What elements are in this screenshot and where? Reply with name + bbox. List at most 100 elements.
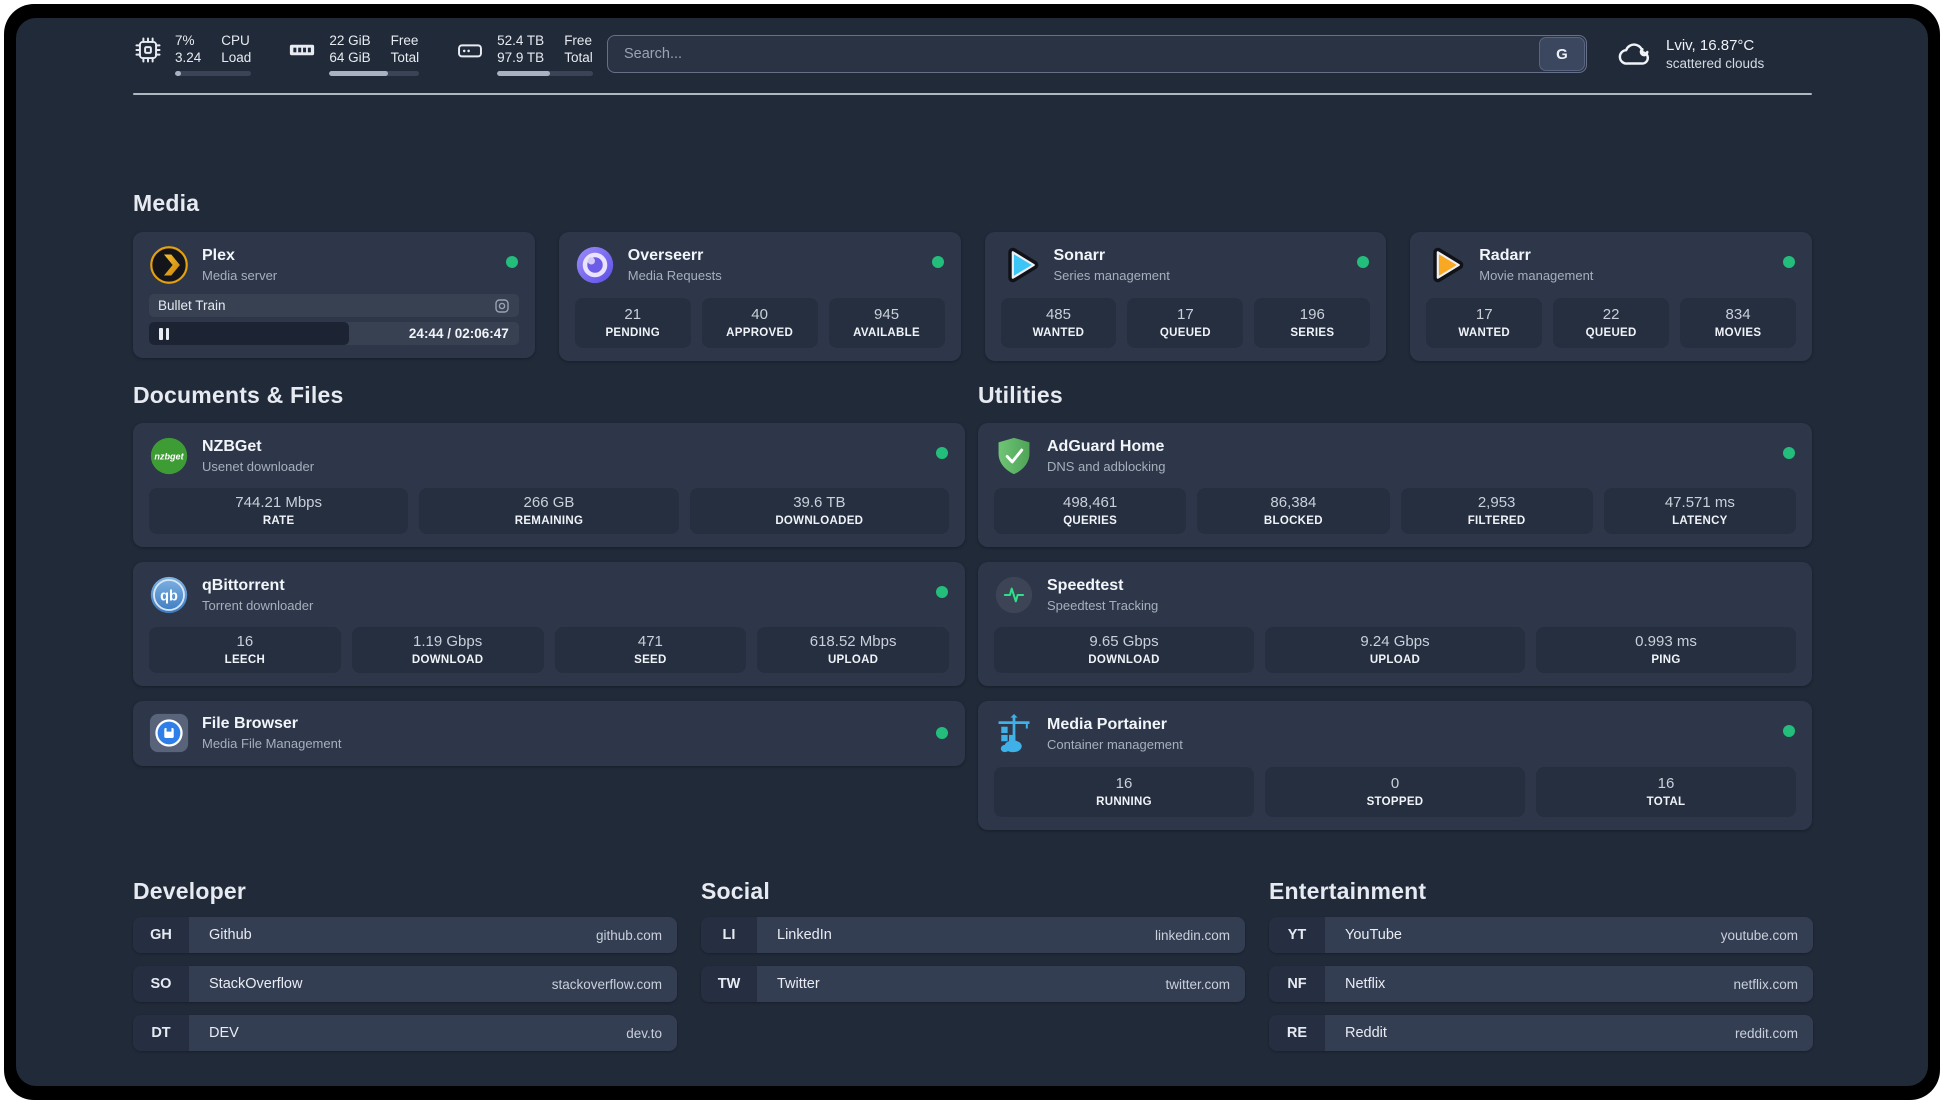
app-title: AdGuard Home [1047,438,1165,455]
player-progress-row[interactable]: 24:44 / 02:06:47 [149,322,519,345]
system-stats: 7% 3.24 CPU Load [133,32,601,76]
now-playing-row: Bullet Train [149,294,519,317]
app-card-overseerr[interactable]: Overseerr Media Requests 21 PENDING 40 APP… [558,232,961,361]
link-badge: YT [1269,917,1325,953]
stat-series: 196 SERIES [1254,298,1371,348]
link-github[interactable]: GH Github github.com [133,917,677,953]
app-subtitle: Movie management [1479,268,1594,283]
link-url: twitter.com [1165,976,1230,992]
app-subtitle: Torrent downloader [202,598,314,613]
ram-icon [287,35,317,65]
stat-remaining: 266 GB REMAINING [419,488,679,534]
disk-progress-bar [497,71,593,76]
link-name: Twitter [777,976,820,992]
app-title: Radarr [1479,247,1531,264]
disk-stat: 52.4 TB 97.9 TB Free Total [455,32,593,76]
player-settings-icon[interactable] [494,298,510,314]
app-card-sonarr[interactable]: Sonarr Series management 485 WANTED 17 QUE… [984,232,1387,361]
app-subtitle: Media server [202,268,278,283]
search-input[interactable] [607,35,1587,73]
stat-available: 945 AVAILABLE [828,298,945,348]
link-youtube[interactable]: YT YouTube youtube.com [1269,917,1813,953]
link-badge: SO [133,966,189,1002]
stat-latency: 47.571 ms LATENCY [1603,488,1796,534]
svg-text:nzbget: nzbget [154,452,184,462]
app-card-speedtest[interactable]: Speedtest Speedtest Tracking 9.65 Gbps DO… [978,562,1812,686]
app-title: Plex [202,247,235,264]
memory-stat: 22 GiB 64 GiB Free Total [287,32,420,76]
app-card-nzbget[interactable]: nzbget NZBGet Usenet downloader 744.21 M… [133,423,965,547]
section-utilities: AdGuard Home DNS and adblocking 498,461 Q… [978,423,1812,830]
app-subtitle: Container management [1047,737,1183,752]
link-name: YouTube [1345,927,1402,943]
status-dot [1783,725,1795,737]
link-dev-to[interactable]: DT DEV dev.to [133,1015,677,1051]
stat-wanted: 17 WANTED [1426,298,1543,348]
link-badge: LI [701,917,757,953]
status-dot [505,256,518,268]
app-card-plex[interactable]: Plex Media server Bullet Train 24:44 / 0… [133,232,535,358]
link-url: dev.to [626,1025,662,1041]
weather-condition: scattered clouds [1666,56,1765,71]
cloud-icon [1617,39,1653,69]
weather-widget: Lviv, 16.87°C scattered clouds [1617,36,1812,72]
section-entertainment: YT YouTube youtube.com NF Netflix netflix.… [1269,917,1813,1051]
link-linkedin[interactable]: LI LinkedIn linkedin.com [701,917,1245,953]
stat-queued: 17 QUEUED [1127,298,1244,348]
radarr-icon [1426,245,1466,285]
stat-downloaded: 39.6 TB DOWNLOADED [689,488,949,534]
portainer-icon [994,714,1034,754]
app-card-adguard[interactable]: AdGuard Home DNS and adblocking 498,461 Q… [978,423,1812,547]
cpu-load-value: 3.24 [175,50,202,65]
cpu-load-label: Load [221,50,252,65]
app-card-radarr[interactable]: Radarr Movie management 17 WANTED 22 QUEUE… [1410,232,1812,361]
link-url: netflix.com [1733,976,1798,992]
app-card-portainer[interactable]: Media Portainer Container management 16 R… [978,701,1812,830]
pause-icon[interactable] [159,327,172,340]
link-reddit[interactable]: RE Reddit reddit.com [1269,1015,1813,1051]
link-name: DEV [209,1025,239,1041]
app-subtitle: Media Requests [627,268,722,283]
app-card-qbittorrent[interactable]: qb qBittorrent Torrent downloader 16 LEEC… [133,562,965,686]
search-engine-button[interactable]: G [1539,37,1585,71]
ram-total-label: Total [390,50,420,65]
player-time: 24:44 / 02:06:47 [408,326,509,341]
stat-blocked: 86,384 BLOCKED [1197,488,1390,534]
app-title: Speedtest [1047,577,1124,594]
link-badge: RE [1269,1015,1325,1051]
app-card-filebrowser[interactable]: File Browser Media File Management [133,701,965,766]
stat-download: 9.65 Gbps DOWNLOAD [994,627,1254,673]
overseerr-icon [575,245,615,285]
sonarr-icon [1001,245,1041,285]
now-playing-title: Bullet Train [158,298,226,313]
stat-movies: 834 MOVIES [1680,298,1797,348]
status-dot [1783,447,1795,459]
plex-icon [149,245,189,285]
link-twitter[interactable]: TW Twitter twitter.com [701,966,1245,1002]
link-stackoverflow[interactable]: SO StackOverflow stackoverflow.com [133,966,677,1002]
status-dot [1357,256,1370,268]
link-netflix[interactable]: NF Netflix netflix.com [1269,966,1813,1002]
status-dot [1783,256,1795,268]
link-badge: NF [1269,966,1325,1002]
section-title-entertainment: Entertainment [1269,878,1427,904]
stat-filtered: 2,953 FILTERED [1400,488,1593,534]
weather-location-temp: Lviv, 16.87°C [1666,37,1755,54]
section-title-media: Media [133,190,200,216]
stat-stopped: 0 STOPPED [1265,767,1525,817]
link-name: Reddit [1345,1025,1387,1041]
status-dot [936,586,948,598]
disk-total-value: 97.9 TB [497,50,545,65]
player-progress-fill [149,322,349,345]
link-badge: TW [701,966,757,1002]
speedtest-icon [994,575,1034,615]
app-title: Overseerr [627,247,704,264]
header-divider [133,93,1812,95]
app-subtitle: Series management [1053,268,1170,283]
link-badge: DT [133,1015,189,1051]
section-title-utilities: Utilities [978,382,1063,408]
stat-total: 16 TOTAL [1536,767,1796,817]
top-bar: 7% 3.24 CPU Load [133,28,1812,80]
app-subtitle: Usenet downloader [202,459,315,474]
link-url: github.com [595,927,662,943]
